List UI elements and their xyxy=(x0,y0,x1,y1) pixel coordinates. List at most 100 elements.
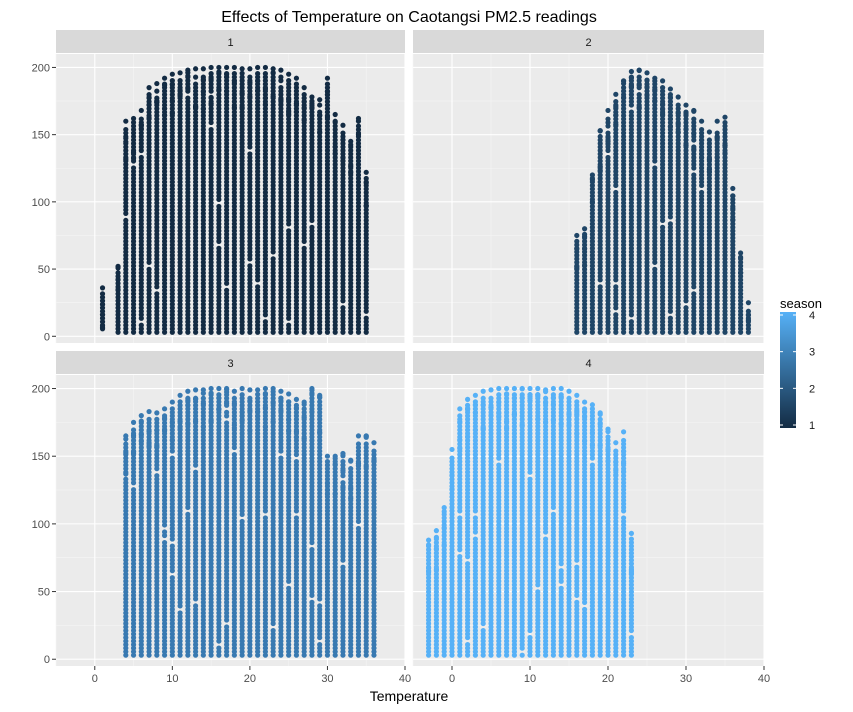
data-point xyxy=(738,254,744,260)
data-point xyxy=(138,122,144,128)
data-point xyxy=(231,388,237,394)
data-point xyxy=(683,111,689,117)
data-point xyxy=(745,300,752,306)
data-point xyxy=(706,129,713,135)
data-point xyxy=(177,87,183,93)
y-tick-label: 0 xyxy=(44,654,50,666)
data-point xyxy=(667,315,674,321)
data-point xyxy=(231,395,237,401)
data-point xyxy=(231,451,237,458)
data-point xyxy=(130,427,137,433)
data-point xyxy=(130,165,137,171)
data-point xyxy=(621,94,627,100)
data-point xyxy=(621,78,627,84)
data-point xyxy=(154,88,160,94)
data-point xyxy=(216,245,222,251)
data-point xyxy=(574,264,580,270)
data-point xyxy=(278,74,284,80)
data-point xyxy=(675,94,681,100)
data-point xyxy=(730,217,736,223)
data-point xyxy=(652,266,658,272)
data-point xyxy=(660,111,666,117)
data-point xyxy=(224,88,230,94)
data-point xyxy=(154,410,160,416)
data-point xyxy=(123,135,129,141)
scatter-points xyxy=(574,67,752,335)
data-point xyxy=(239,417,245,424)
data-point xyxy=(613,122,619,128)
data-point xyxy=(660,78,666,84)
data-point xyxy=(644,92,650,98)
data-point xyxy=(714,118,720,124)
data-point xyxy=(200,424,206,430)
data-point xyxy=(675,121,681,127)
data-point xyxy=(123,118,129,124)
data-point xyxy=(675,129,681,135)
data-point xyxy=(613,112,619,118)
data-point xyxy=(745,308,752,314)
data-point xyxy=(193,469,199,475)
data-point xyxy=(239,392,245,398)
data-point xyxy=(208,94,214,100)
data-point xyxy=(224,64,230,71)
data-point xyxy=(691,146,697,152)
data-point xyxy=(123,476,129,482)
data-point xyxy=(130,432,137,438)
data-point xyxy=(324,75,331,81)
data-point xyxy=(231,64,237,71)
data-point xyxy=(154,98,160,104)
data-point xyxy=(185,421,191,427)
data-point xyxy=(115,286,121,293)
data-point xyxy=(161,75,168,81)
data-point xyxy=(130,450,137,456)
data-point xyxy=(714,154,720,160)
data-point xyxy=(138,438,144,444)
data-point xyxy=(667,86,674,92)
data-point xyxy=(255,88,261,94)
data-point xyxy=(683,305,689,311)
data-point xyxy=(177,610,183,616)
data-point xyxy=(332,111,338,118)
data-point xyxy=(683,102,689,108)
data-point xyxy=(730,205,736,211)
data-point xyxy=(660,224,666,230)
data-point xyxy=(324,81,331,87)
data-point xyxy=(745,317,752,323)
data-point xyxy=(231,401,237,407)
data-point xyxy=(161,406,168,412)
data-point xyxy=(636,82,642,89)
data-point xyxy=(208,64,214,71)
data-point xyxy=(239,409,245,415)
data-point xyxy=(714,134,720,140)
data-point xyxy=(278,85,284,91)
data-point xyxy=(621,85,627,91)
data-point xyxy=(699,126,705,133)
data-point xyxy=(667,116,674,122)
data-point xyxy=(628,319,635,325)
data-point xyxy=(309,224,315,230)
data-point xyxy=(340,158,346,164)
data-point xyxy=(667,221,674,227)
data-point xyxy=(99,291,106,297)
data-point xyxy=(667,94,674,100)
data-point xyxy=(660,101,666,107)
data-point xyxy=(169,82,175,88)
data-point xyxy=(255,71,261,77)
data-point xyxy=(138,154,144,161)
data-point xyxy=(208,419,214,425)
data-point xyxy=(340,137,346,143)
data-point xyxy=(185,511,191,518)
data-point xyxy=(177,426,183,432)
data-point xyxy=(613,91,619,97)
data-point xyxy=(301,85,307,91)
data-point xyxy=(208,71,214,77)
data-point xyxy=(154,80,160,87)
data-point xyxy=(239,385,245,392)
data-point xyxy=(605,138,611,144)
y-tick-label: 0 xyxy=(44,331,50,343)
data-point xyxy=(574,246,580,252)
data-point xyxy=(706,156,713,162)
data-point xyxy=(324,114,331,120)
